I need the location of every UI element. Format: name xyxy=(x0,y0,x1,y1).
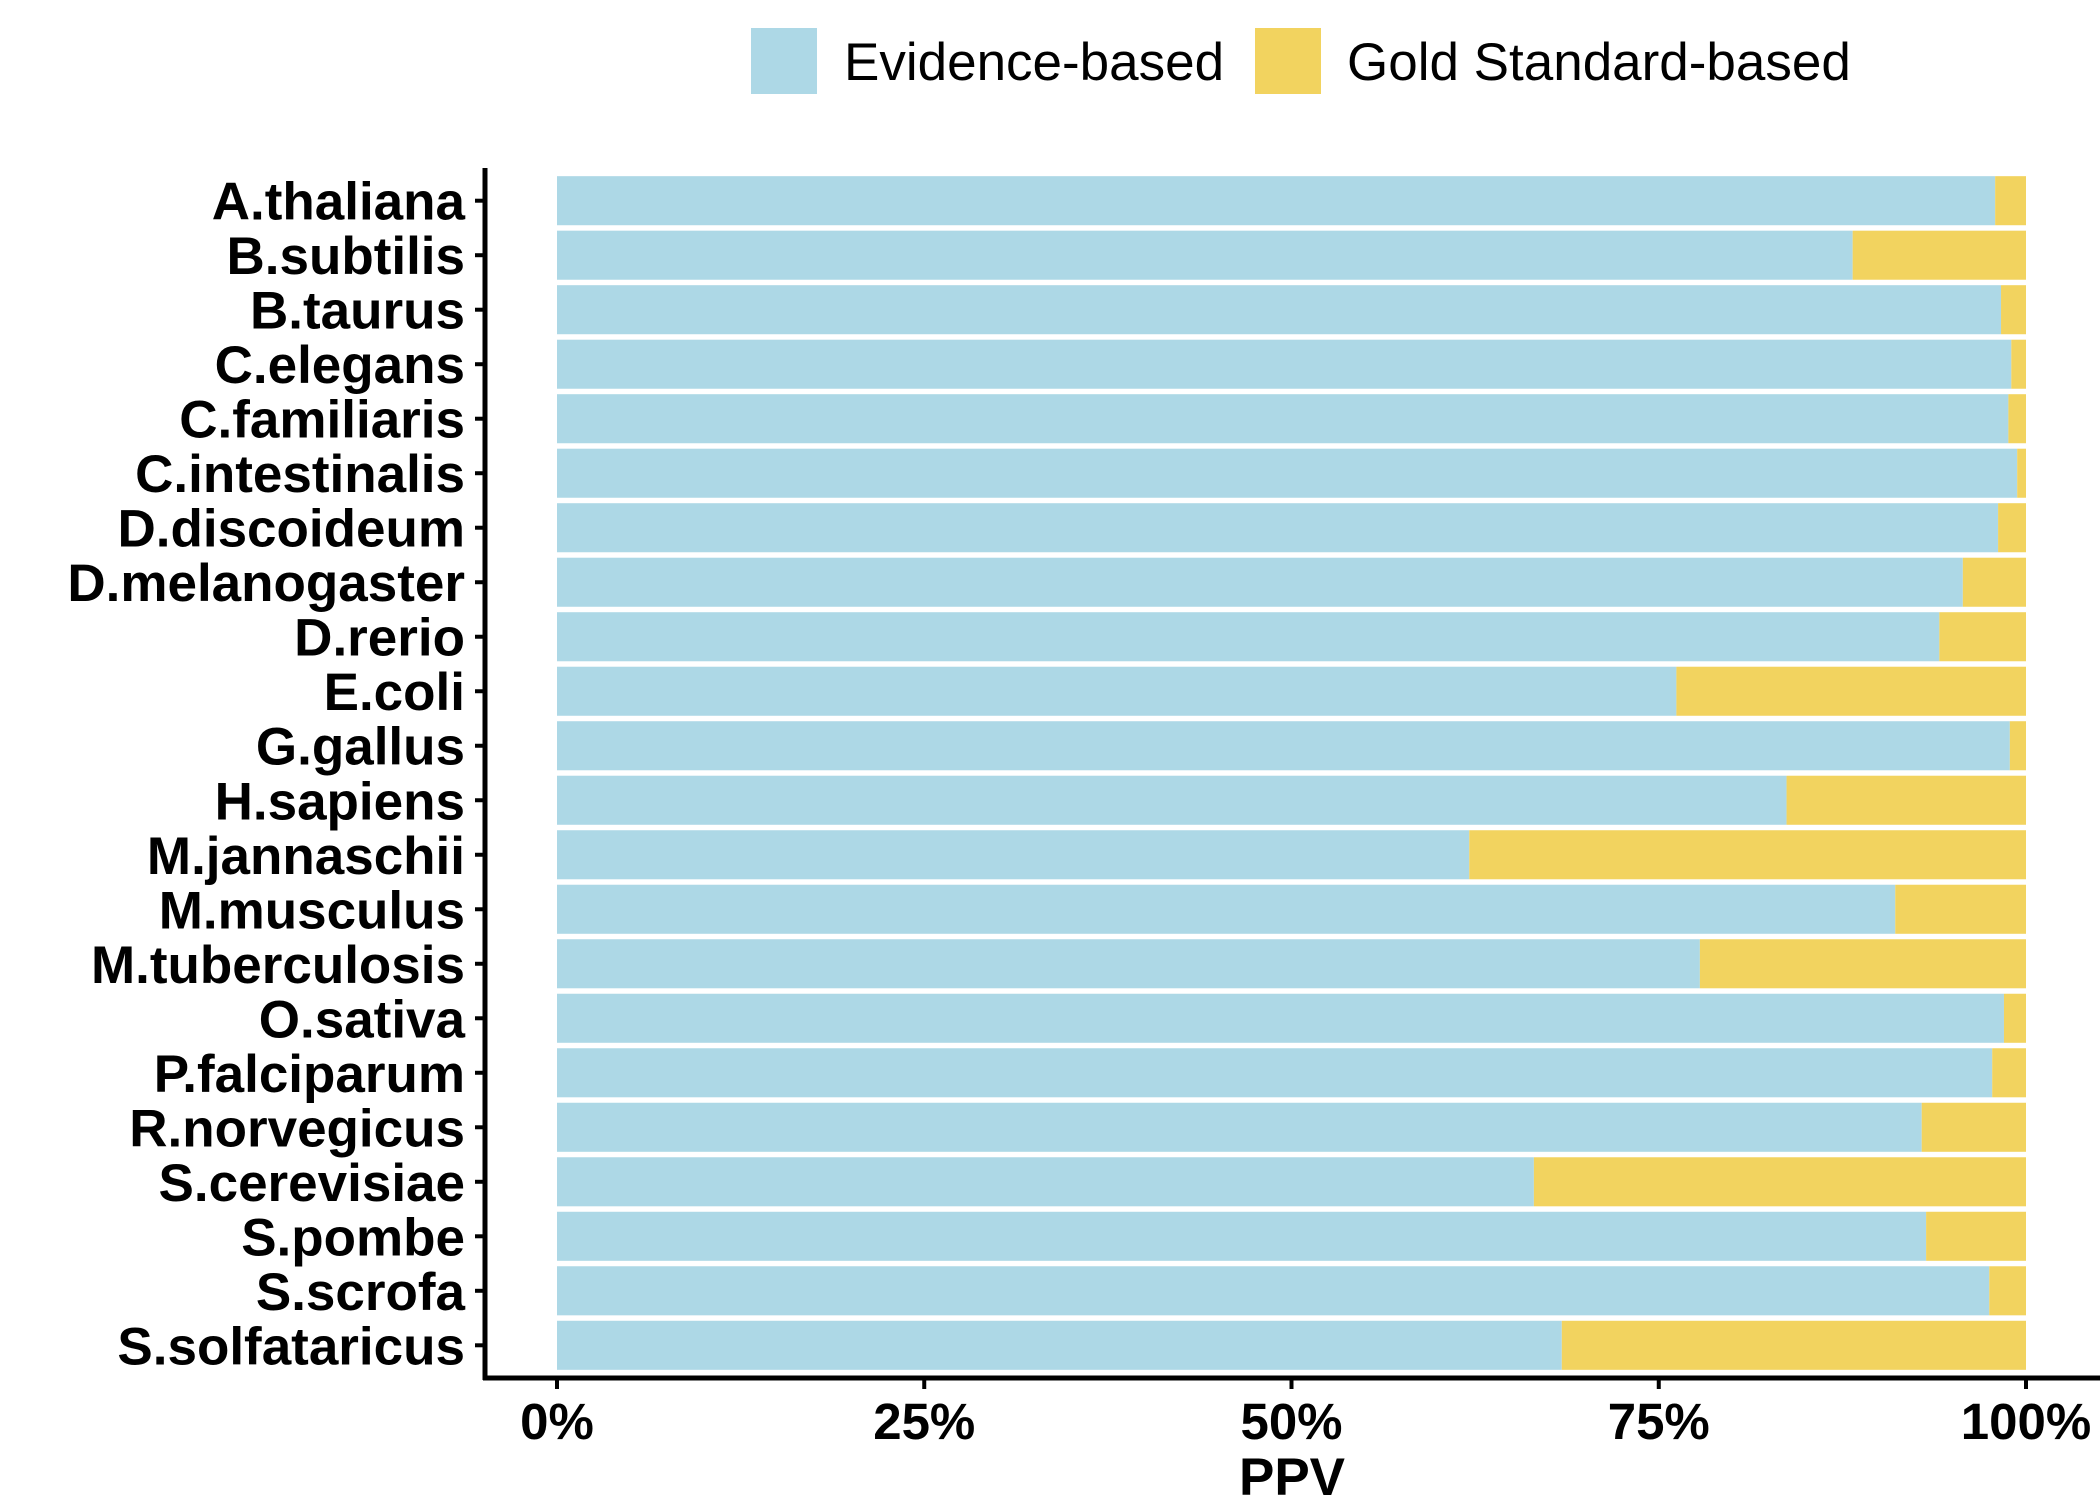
bar-a-thaliana-gold-standard-based xyxy=(1995,176,2026,226)
bar-m-musculus-gold-standard-based xyxy=(1895,884,2026,934)
y-tick-label-s-pombe: S.pombe xyxy=(241,1208,465,1267)
legend-label-evidence-based: Evidence-based xyxy=(844,33,1224,92)
y-tick-label-d-melanogaster: D.melanogaster xyxy=(67,554,465,613)
y-tick-label-b-taurus: B.taurus xyxy=(250,282,465,341)
bar-d-rerio-evidence-based xyxy=(557,612,1940,662)
x-tick-label: 25% xyxy=(873,1393,975,1450)
bar-g-gallus-evidence-based xyxy=(557,721,2010,771)
y-tick-label-d-rerio: D.rerio xyxy=(294,609,465,668)
bar-h-sapiens-evidence-based xyxy=(557,775,1787,825)
y-tick-label-d-discoideum: D.discoideum xyxy=(117,500,465,559)
bar-m-jannaschii-gold-standard-based xyxy=(1469,830,2026,880)
bar-b-taurus-gold-standard-based xyxy=(2001,285,2026,335)
bars-layer xyxy=(557,176,2026,1370)
bar-c-familiaris-gold-standard-based xyxy=(2008,394,2026,444)
x-tick-label: 0% xyxy=(520,1393,594,1450)
legend-swatch-gold-standard-based xyxy=(1255,28,1321,94)
bar-d-melanogaster-gold-standard-based xyxy=(1962,557,2026,607)
y-tick-label-m-tuberculosis: M.tuberculosis xyxy=(91,936,465,995)
bar-p-falciparum-evidence-based xyxy=(557,1048,1993,1098)
x-axis-title: PPV xyxy=(1239,1448,1345,1500)
bar-b-subtilis-gold-standard-based xyxy=(1852,230,2026,280)
y-tick-label-r-norvegicus: R.norvegicus xyxy=(129,1099,465,1158)
bar-c-intestinalis-evidence-based xyxy=(557,448,2018,498)
y-tick-label-m-musculus: M.musculus xyxy=(159,881,465,940)
legend: Evidence-based Gold Standard-based xyxy=(751,28,1851,94)
bar-r-norvegicus-gold-standard-based xyxy=(1921,1102,2026,1152)
bar-h-sapiens-gold-standard-based xyxy=(1786,775,2026,825)
legend-item-evidence-based: Evidence-based xyxy=(751,28,1224,94)
bar-s-solfataricus-gold-standard-based xyxy=(1561,1320,2026,1370)
x-tick-label: 50% xyxy=(1240,1393,1342,1450)
y-tick-label-a-thaliana: A.thaliana xyxy=(212,173,466,232)
bar-o-sativa-gold-standard-based xyxy=(2003,993,2026,1043)
bar-d-discoideum-gold-standard-based xyxy=(1998,503,2026,553)
bar-a-thaliana-evidence-based xyxy=(557,176,1996,226)
bar-s-cerevisiae-gold-standard-based xyxy=(1533,1157,2026,1207)
bar-e-coli-gold-standard-based xyxy=(1676,666,2026,716)
x-axis: 0% 25% 50% 75% 100% xyxy=(483,1375,2100,1450)
bar-p-falciparum-gold-standard-based xyxy=(1992,1048,2026,1098)
y-tick-label-c-familiaris: C.familiaris xyxy=(179,391,465,450)
y-tick-label-s-cerevisiae: S.cerevisiae xyxy=(159,1154,465,1213)
legend-swatch-evidence-based xyxy=(751,28,817,94)
y-tick-label-s-scrofa: S.scrofa xyxy=(256,1263,466,1322)
legend-item-gold-standard-based: Gold Standard-based xyxy=(1255,28,1851,94)
y-tick-label-c-elegans: C.elegans xyxy=(215,336,465,395)
y-tick-label-o-sativa: O.sativa xyxy=(259,990,466,1049)
bar-s-scrofa-gold-standard-based xyxy=(1989,1266,2026,1316)
bar-c-familiaris-evidence-based xyxy=(557,394,2009,444)
bar-c-intestinalis-gold-standard-based xyxy=(2017,448,2026,498)
bar-m-tuberculosis-evidence-based xyxy=(557,939,1700,989)
bar-s-solfataricus-evidence-based xyxy=(557,1320,1562,1370)
x-tick-label: 75% xyxy=(1608,1393,1710,1450)
bar-r-norvegicus-evidence-based xyxy=(557,1102,1922,1152)
y-tick-label-h-sapiens: H.sapiens xyxy=(215,772,465,831)
y-tick-label-s-solfataricus: S.solfataricus xyxy=(117,1317,465,1376)
bar-s-pombe-gold-standard-based xyxy=(1926,1211,2026,1261)
y-tick-label-m-jannaschii: M.jannaschii xyxy=(147,827,465,886)
bar-e-coli-evidence-based xyxy=(557,666,1677,716)
bar-o-sativa-evidence-based xyxy=(557,993,2004,1043)
y-tick-label-c-intestinalis: C.intestinalis xyxy=(135,445,465,504)
bar-d-melanogaster-evidence-based xyxy=(557,557,1963,607)
bar-c-elegans-evidence-based xyxy=(557,339,2012,389)
y-tick-label-p-falciparum: P.falciparum xyxy=(154,1045,465,1104)
bar-b-taurus-evidence-based xyxy=(557,285,2002,335)
y-tick-label-g-gallus: G.gallus xyxy=(256,718,465,777)
y-tick-label-e-coli: E.coli xyxy=(324,663,465,722)
x-tick-label: 100% xyxy=(1961,1393,2091,1450)
bar-d-rerio-gold-standard-based xyxy=(1939,612,2026,662)
bar-d-discoideum-evidence-based xyxy=(557,503,1999,553)
bar-b-subtilis-evidence-based xyxy=(557,230,1853,280)
bar-s-pombe-evidence-based xyxy=(557,1211,1927,1261)
bar-m-musculus-evidence-based xyxy=(557,884,1896,934)
bar-m-jannaschii-evidence-based xyxy=(557,830,1470,880)
legend-label-gold-standard-based: Gold Standard-based xyxy=(1347,33,1851,92)
bar-s-cerevisiae-evidence-based xyxy=(557,1157,1534,1207)
bar-g-gallus-gold-standard-based xyxy=(2009,721,2026,771)
bar-m-tuberculosis-gold-standard-based xyxy=(1699,939,2026,989)
bar-s-scrofa-evidence-based xyxy=(557,1266,1990,1316)
y-tick-label-b-subtilis: B.subtilis xyxy=(226,227,465,286)
y-axis: A.thalianaB.subtilisB.taurusC.elegansC.f… xyxy=(67,168,488,1380)
bar-c-elegans-gold-standard-based xyxy=(2011,339,2026,389)
